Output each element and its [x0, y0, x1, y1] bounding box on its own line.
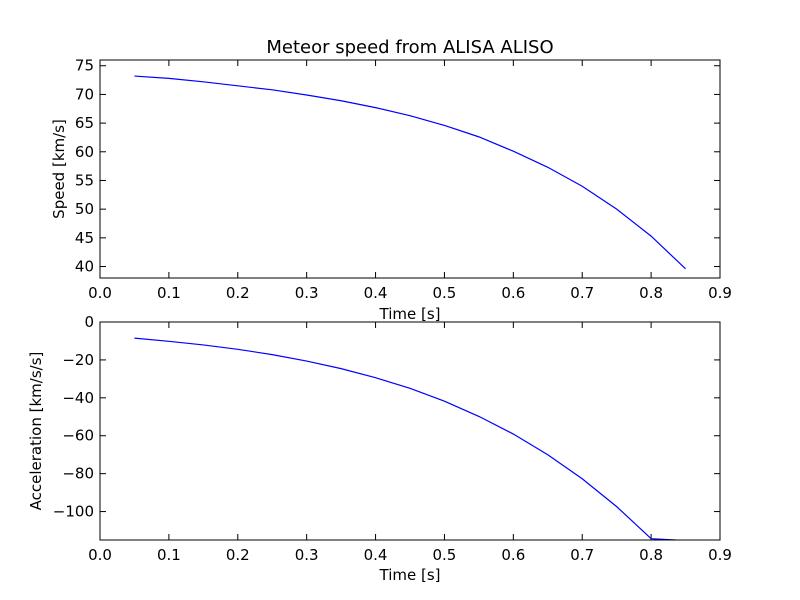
acceleration-xtick-label: 0.5 — [433, 546, 457, 564]
speed-xtick-label: 0.6 — [501, 284, 525, 302]
speed-chart-frame — [99, 59, 721, 279]
speed-xtick-label: 0.0 — [88, 284, 112, 302]
speed-ytick-label: 45 — [75, 229, 94, 247]
speed-chart-title: Meteor speed from ALISA ALISO — [266, 37, 553, 58]
speed-xtick-label: 0.7 — [570, 284, 594, 302]
acceleration-ytick-label: −60 — [62, 427, 94, 445]
speed-ytick-label: 70 — [75, 85, 94, 103]
acceleration-chart: Time [s] Acceleration [km/s/s] 0.0 0.1 0.2… — [27, 313, 732, 584]
acceleration-chart-ylabel: Acceleration [km/s/s] — [27, 352, 45, 511]
speed-xtick-label: 0.1 — [157, 284, 181, 302]
speed-chart-data — [134, 75, 686, 270]
speed-xtick-label: 0.9 — [708, 284, 732, 302]
speed-series-line — [134, 75, 686, 270]
acceleration-xtick-label: 0.9 — [708, 546, 732, 564]
speed-xtick-label: 0.3 — [295, 284, 319, 302]
speed-ytick-label: 40 — [75, 258, 94, 276]
speed-ytick-label: 50 — [75, 200, 94, 218]
speed-chart-ticks: 0.0 0.1 0.2 0.3 0.4 0.5 0.6 0.7 0.8 0.9 40 45 50 55 60… — [75, 57, 732, 302]
speed-chart-ylabel: Speed [km/s] — [50, 119, 68, 219]
acceleration-xtick-label: 0.1 — [157, 546, 181, 564]
acceleration-chart-data — [134, 337, 676, 541]
speed-chart-xlabel: Time [s] — [379, 305, 441, 323]
acceleration-xtick-label: 0.3 — [295, 546, 319, 564]
speed-ytick-label: 55 — [75, 171, 94, 189]
speed-ytick-label: 75 — [75, 57, 94, 75]
acceleration-ytick-label: −100 — [53, 503, 94, 521]
speed-ytick-label: 60 — [75, 143, 94, 161]
speed-xtick-label: 0.4 — [364, 284, 388, 302]
speed-xtick-label: 0.2 — [226, 284, 250, 302]
acceleration-series-line — [134, 337, 676, 541]
speed-chart: Meteor speed from ALISA ALISO Time [s] S… — [50, 37, 732, 323]
acceleration-chart-xlabel: Time [s] — [379, 566, 441, 584]
acceleration-xtick-label: 0.8 — [639, 546, 663, 564]
speed-xtick-label: 0.8 — [639, 284, 663, 302]
speed-xtick-label: 0.5 — [433, 284, 457, 302]
acceleration-xtick-label: 0.2 — [226, 546, 250, 564]
acceleration-ytick-label: −20 — [62, 351, 94, 369]
acceleration-chart-ticks: 0.0 0.1 0.2 0.3 0.4 0.5 0.6 0.7 0.8 0.9 −100 −80 −60… — [53, 313, 732, 564]
acceleration-ytick-label: −80 — [62, 465, 94, 483]
acceleration-xtick-label: 0.7 — [570, 546, 594, 564]
acceleration-xtick-label: 0.0 — [88, 546, 112, 564]
acceleration-xtick-label: 0.4 — [364, 546, 388, 564]
acceleration-ytick-label: −40 — [62, 389, 94, 407]
acceleration-xtick-label: 0.6 — [501, 546, 525, 564]
acceleration-chart-frame — [99, 321, 721, 541]
speed-ytick-label: 65 — [75, 114, 94, 132]
acceleration-ytick-label: 0 — [84, 313, 94, 331]
